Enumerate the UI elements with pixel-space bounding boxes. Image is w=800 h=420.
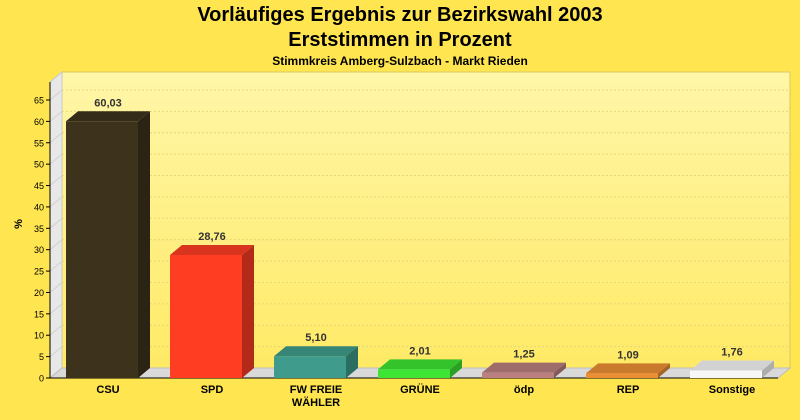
bar [274,346,358,378]
gridline-side [49,196,63,208]
gridline-side [49,260,63,272]
x-tick-label: Sonstige [709,384,755,396]
y-tick-label: 55 [34,138,44,148]
x-tick-label: ödp [514,384,534,396]
x-tick-label: GRÜNE [400,383,440,396]
y-tick-label: 5 [39,352,44,362]
gridline-side [49,175,63,186]
bar-front [274,356,346,378]
bar-front [482,372,554,378]
y-tick-label: 45 [34,181,44,191]
y-tick-label: 10 [34,331,44,341]
gridline-side [49,324,63,336]
chart-constituency-subtitle: Stimmkreis Amberg-Sulzbach - Markt Riede… [272,54,528,68]
gridline-side [49,217,63,229]
data-label: 2,01 [409,345,430,357]
bar-side [762,360,774,378]
bar-side [450,359,462,378]
bar [378,359,462,378]
y-tick-label: 15 [34,309,44,319]
bar [586,363,670,378]
data-label: 1,09 [617,349,638,361]
bar-top [482,362,566,373]
data-label: 5,10 [305,332,326,344]
bar-side [242,244,254,378]
bar [66,111,150,378]
bar [482,362,566,378]
bar-top [690,360,774,371]
data-label: 60,03 [94,97,122,109]
y-tick-label: 40 [34,202,44,212]
y-tick-label: 20 [34,288,44,298]
gridline-side [49,111,63,122]
bar-side [138,111,150,378]
gridline-side [49,346,63,357]
data-label: 28,76 [198,231,226,243]
bar [170,244,254,378]
y-axis-label: % [13,219,25,229]
plot-left-wall [49,70,63,380]
bar-top [586,363,670,374]
gridline-side [49,303,63,315]
bar-top [378,359,462,370]
y-tick-label: 60 [34,117,44,127]
gridline-side [49,282,63,293]
chart-title: Vorläufiges Ergebnis zur Bezirkswahl 200… [197,4,603,26]
y-tick-label: 25 [34,267,44,277]
x-tick-label: SPD [201,384,224,396]
bar-front [586,373,658,378]
gridline-side [49,239,63,251]
x-tick-label: FW FREIE [290,384,343,396]
bar-front [170,254,242,378]
y-tick-label: 30 [34,245,44,255]
bar [690,360,774,378]
bar-side [346,346,358,378]
bar-top [170,244,254,255]
y-tick-label: 0 [39,374,44,384]
bar-side [554,362,566,378]
bar-top [274,346,358,357]
y-tick-label: 50 [34,160,44,170]
gridline-side [49,153,63,165]
bar-front [66,121,138,378]
data-label: 1,25 [513,349,534,361]
chart-subtitle: Erststimmen in Prozent [288,29,512,51]
bar-front [378,369,450,378]
bar-side [658,363,670,378]
y-tick-label: 65 [34,96,44,106]
y-tick-label: 35 [34,224,44,234]
gridline-side [49,132,63,144]
bar-top [66,111,150,122]
x-tick-label: REP [617,384,640,396]
bar-front [690,370,762,378]
x-tick-label: WÄHLER [292,396,340,409]
x-tick-label: CSU [96,384,119,396]
gridline-side [49,89,63,101]
data-label: 1,76 [721,346,742,358]
